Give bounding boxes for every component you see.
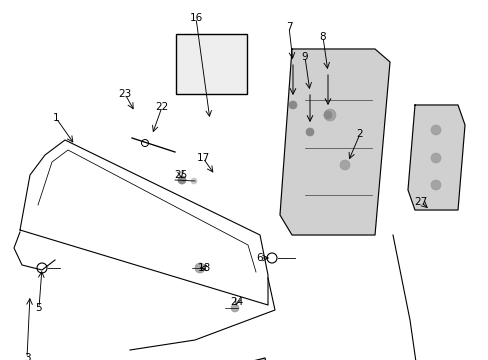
Bar [176, 34, 246, 94]
Text: 17: 17 [196, 153, 209, 163]
Polygon shape [280, 49, 389, 235]
Circle shape [197, 74, 203, 80]
Text: 5: 5 [36, 303, 42, 313]
Circle shape [430, 180, 440, 190]
Circle shape [178, 176, 185, 184]
Circle shape [324, 111, 331, 119]
Circle shape [430, 125, 440, 135]
Circle shape [339, 160, 349, 170]
Circle shape [195, 263, 204, 273]
Text: 6: 6 [256, 253, 263, 263]
Text: 25: 25 [174, 170, 187, 180]
Circle shape [305, 128, 313, 136]
Text: 1: 1 [53, 113, 59, 123]
Text: 8: 8 [319, 32, 325, 42]
Text: 23: 23 [118, 89, 131, 99]
Circle shape [324, 109, 335, 121]
Text: 27: 27 [413, 197, 427, 207]
Circle shape [191, 178, 197, 184]
Text: 16: 16 [189, 13, 202, 23]
Circle shape [430, 153, 440, 163]
Text: 7: 7 [285, 22, 292, 32]
Text: 24: 24 [230, 297, 243, 307]
Circle shape [230, 304, 239, 312]
Polygon shape [407, 105, 464, 210]
Text: 9: 9 [301, 52, 307, 62]
Polygon shape [222, 358, 271, 360]
Circle shape [288, 101, 296, 109]
Text: 2: 2 [356, 129, 363, 139]
Text: 18: 18 [197, 263, 210, 273]
Circle shape [221, 79, 230, 89]
Circle shape [193, 70, 206, 84]
Text: 22: 22 [155, 102, 168, 112]
Text: 3: 3 [23, 353, 30, 360]
